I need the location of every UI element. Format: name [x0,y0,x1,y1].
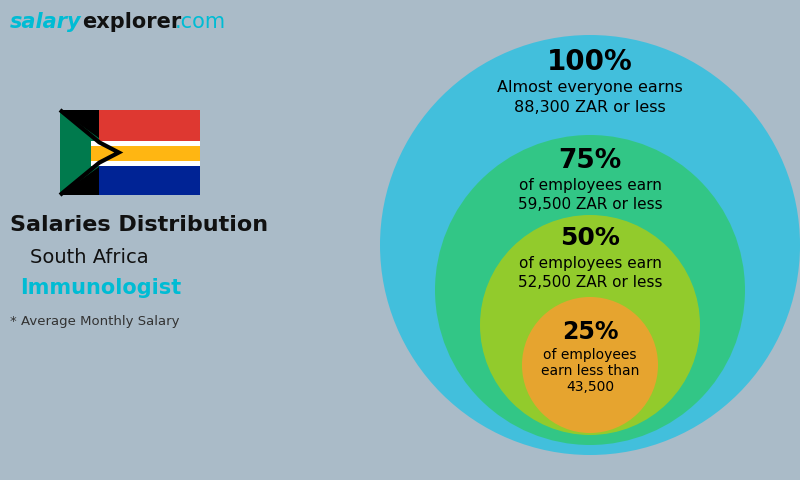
Circle shape [480,215,700,435]
Bar [91,161,200,166]
Text: of employees earn: of employees earn [518,178,662,193]
Polygon shape [60,110,118,195]
Text: South Africa: South Africa [30,248,149,267]
Bar [99,163,200,195]
Text: 50%: 50% [560,226,620,250]
Text: of employees earn: of employees earn [518,256,662,271]
Circle shape [380,35,800,455]
Text: Almost everyone earns: Almost everyone earns [497,80,683,95]
Text: Immunologist: Immunologist [20,278,182,298]
Text: 100%: 100% [547,48,633,76]
Text: explorer: explorer [82,12,182,32]
Text: 59,500 ZAR or less: 59,500 ZAR or less [518,197,662,212]
Text: 52,500 ZAR or less: 52,500 ZAR or less [518,275,662,290]
Text: .com: .com [175,12,226,32]
Circle shape [522,297,658,433]
Text: Salaries Distribution: Salaries Distribution [10,215,268,235]
Bar [99,110,200,142]
Circle shape [435,135,745,445]
Text: 75%: 75% [558,148,622,174]
Text: of employees: of employees [543,348,637,362]
Text: earn less than: earn less than [541,364,639,378]
Bar [91,146,200,161]
Bar [60,110,200,195]
Bar [91,141,200,146]
Text: 43,500: 43,500 [566,380,614,394]
Text: * Average Monthly Salary: * Average Monthly Salary [10,315,179,328]
Text: 25%: 25% [562,320,618,344]
Text: 88,300 ZAR or less: 88,300 ZAR or less [514,100,666,115]
Text: salary: salary [10,12,82,32]
